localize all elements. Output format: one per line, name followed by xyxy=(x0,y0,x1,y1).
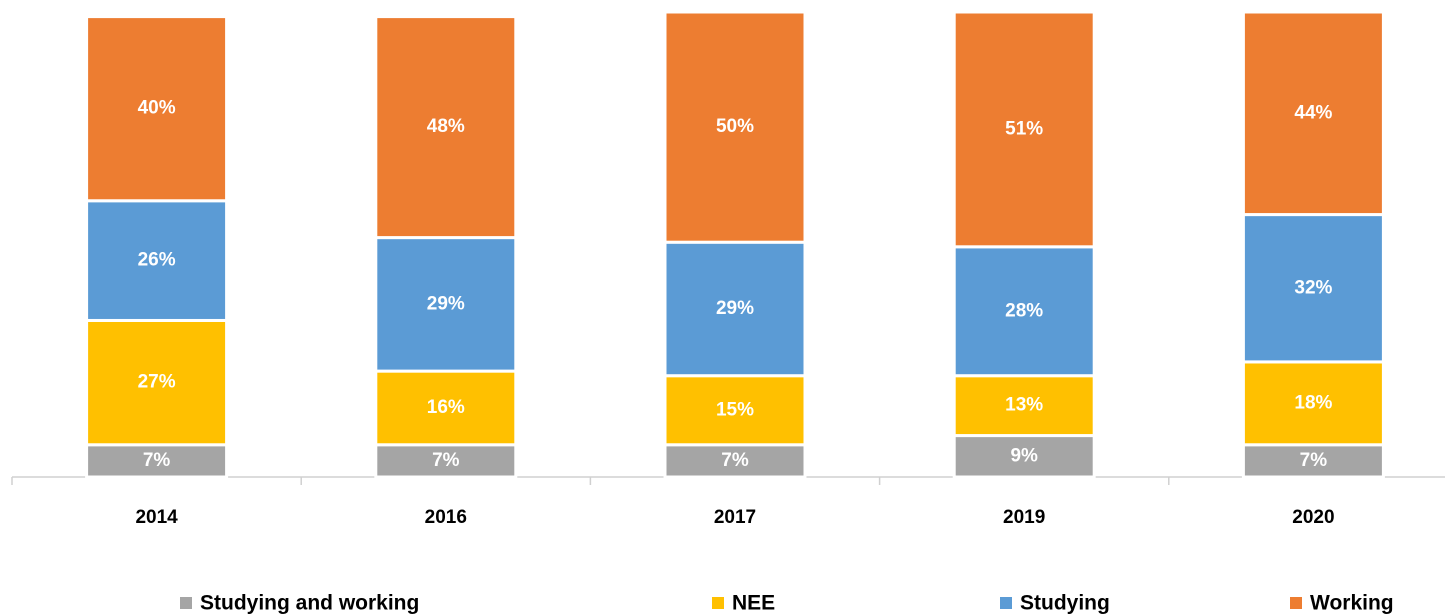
data-label: 16% xyxy=(427,397,465,418)
data-label: 7% xyxy=(143,450,171,471)
x-tick-label: 2016 xyxy=(425,507,467,528)
data-label: 28% xyxy=(1005,300,1043,321)
bar-segment xyxy=(374,443,518,479)
bar-segment xyxy=(85,199,229,322)
data-label: 18% xyxy=(1294,392,1332,413)
data-label: 44% xyxy=(1294,102,1332,123)
bar-segment xyxy=(374,369,518,447)
bar-segment xyxy=(952,245,1096,378)
data-label: 51% xyxy=(1005,118,1043,139)
legend-swatch xyxy=(1290,597,1302,609)
data-label: 29% xyxy=(427,293,465,314)
bar-segment xyxy=(85,318,229,447)
data-label: 13% xyxy=(1005,395,1043,416)
bar-segment xyxy=(952,434,1096,479)
data-label: 48% xyxy=(427,116,465,137)
legend-label: NEE xyxy=(732,592,775,615)
data-label: 7% xyxy=(721,450,749,471)
data-label: 9% xyxy=(1010,445,1038,466)
bar-segment xyxy=(663,10,807,244)
bar-segment xyxy=(663,374,807,447)
x-tick-label: 2020 xyxy=(1292,507,1334,528)
data-label: 7% xyxy=(432,450,460,471)
data-label: 40% xyxy=(138,98,176,119)
data-label: 7% xyxy=(1300,450,1328,471)
bar-segment xyxy=(1241,10,1385,217)
data-label: 15% xyxy=(716,399,754,420)
x-tick-label: 2019 xyxy=(1003,507,1045,528)
legend-swatch xyxy=(1000,597,1012,609)
legend-swatch xyxy=(180,597,192,609)
data-label: 26% xyxy=(138,250,176,271)
bar-segment xyxy=(374,15,518,240)
bar-segment xyxy=(1241,213,1385,364)
x-tick-label: 2017 xyxy=(714,507,756,528)
bar-segment xyxy=(952,374,1096,438)
data-label: 32% xyxy=(1294,277,1332,298)
data-label: 27% xyxy=(138,372,176,393)
bar-segment xyxy=(952,10,1096,249)
data-label: 50% xyxy=(716,116,754,137)
bar-segment xyxy=(85,15,229,203)
legend-label: Studying and working xyxy=(200,592,419,615)
bar-segment xyxy=(374,236,518,373)
bar-segment xyxy=(663,240,807,378)
legend-swatch xyxy=(712,597,724,609)
legend-label: Working xyxy=(1310,592,1394,615)
data-label: 29% xyxy=(716,298,754,319)
legend-label: Studying xyxy=(1020,592,1110,615)
x-tick-label: 2014 xyxy=(135,507,178,528)
